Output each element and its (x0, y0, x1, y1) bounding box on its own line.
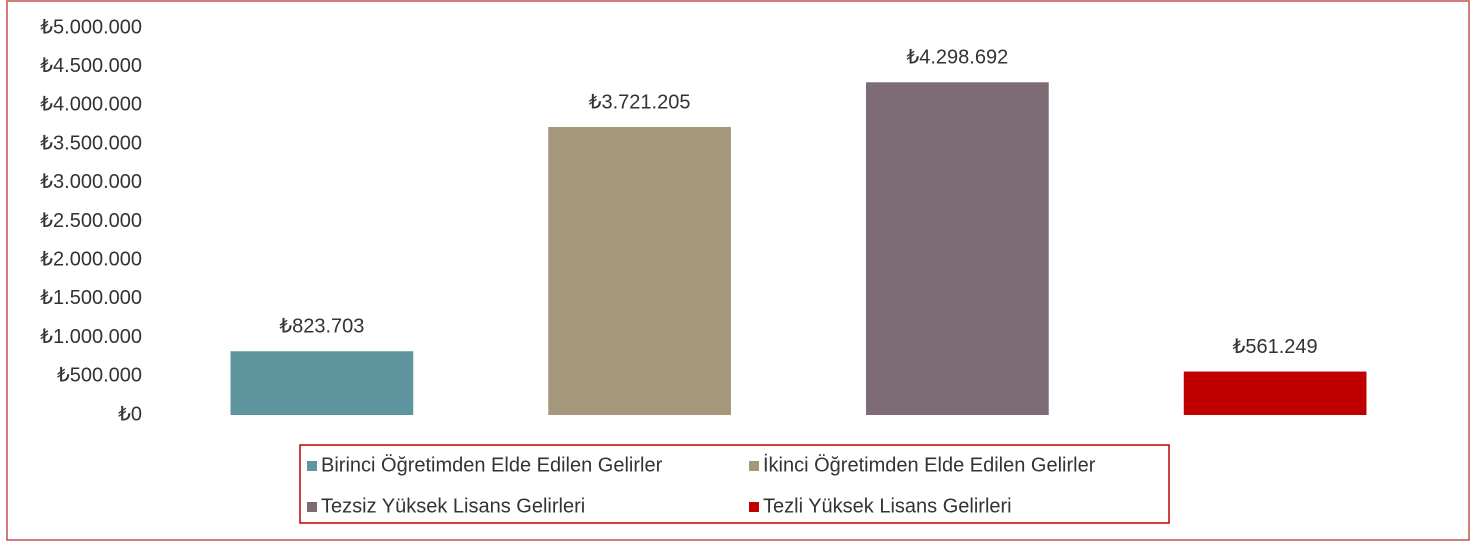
bar (1183, 371, 1367, 415)
legend-swatch (307, 461, 317, 471)
y-tick-label: ₺3.500.000 (40, 132, 142, 154)
legend-label: Tezli Yüksek Lisans Gelirleri (763, 495, 1012, 517)
legend-box (299, 444, 1170, 524)
y-tick-label: ₺5.000.000 (40, 16, 142, 38)
data-label: ₺823.703 (279, 316, 364, 338)
legend-swatch (749, 461, 759, 471)
data-label: ₺561.249 (1233, 336, 1318, 358)
data-label: ₺4.298.692 (907, 47, 1009, 69)
bar (866, 82, 1049, 415)
y-tick-label: ₺2.500.000 (40, 210, 142, 232)
legend-label: Birinci Öğretimden Elde Edilen Gelirler (321, 454, 663, 476)
y-tick-label: ₺500.000 (57, 365, 142, 387)
legend-swatch (307, 502, 317, 512)
y-tick-label: ₺1.000.000 (40, 326, 142, 348)
y-tick-label: ₺1.500.000 (40, 287, 142, 309)
y-tick-label: ₺4.000.000 (40, 94, 142, 116)
y-tick-label: ₺0 (118, 403, 142, 425)
legend-label: İkinci Öğretimden Elde Edilen Gelirler (763, 453, 1096, 476)
legend-label: Tezsiz Yüksek Lisans Gelirleri (321, 495, 585, 517)
data-label: ₺3.721.205 (589, 91, 691, 113)
y-tick-label: ₺4.500.000 (40, 55, 142, 77)
bar (230, 351, 414, 415)
y-tick-label: ₺2.000.000 (40, 248, 142, 270)
legend-swatch (749, 502, 759, 512)
y-tick-label: ₺3.000.000 (40, 171, 142, 193)
bar (548, 126, 731, 415)
